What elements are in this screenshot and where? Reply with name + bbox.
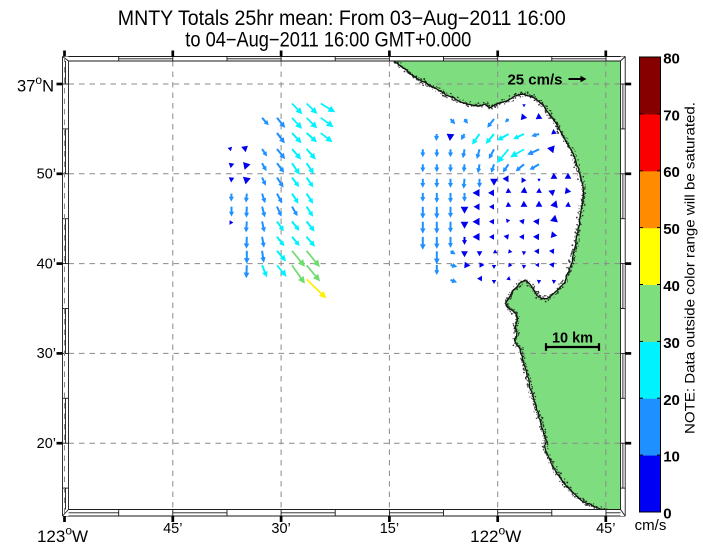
svg-text:60: 60 bbox=[663, 164, 680, 181]
svg-text:70: 70 bbox=[663, 107, 680, 124]
svg-text:20’: 20’ bbox=[37, 436, 56, 452]
svg-text:10: 10 bbox=[663, 449, 680, 466]
svg-text:30: 30 bbox=[663, 335, 680, 352]
svg-text:cm/s: cm/s bbox=[635, 517, 667, 534]
svg-text:MNTY Totals 25hr mean: From 03: MNTY Totals 25hr mean: From 03−Aug−2011 … bbox=[118, 7, 566, 30]
svg-text:50’: 50’ bbox=[37, 167, 56, 183]
svg-text:122oW: 122oW bbox=[470, 524, 521, 547]
svg-text:25 cm/s: 25 cm/s bbox=[507, 71, 562, 88]
svg-text:30’: 30’ bbox=[37, 346, 56, 362]
svg-text:40’: 40’ bbox=[37, 256, 56, 272]
svg-text:to 04−Aug−2011 16:00 GMT+0.000: to 04−Aug−2011 16:00 GMT+0.000 bbox=[185, 29, 471, 52]
svg-text:15’: 15’ bbox=[380, 521, 399, 537]
svg-text:45’: 45’ bbox=[596, 521, 615, 537]
svg-text:20: 20 bbox=[663, 392, 680, 409]
svg-text:30’: 30’ bbox=[271, 521, 290, 537]
svg-text:40: 40 bbox=[663, 278, 680, 295]
svg-text:10 km: 10 km bbox=[552, 330, 593, 346]
svg-text:NOTE: Data outside color range: NOTE: Data outside color range will be s… bbox=[682, 102, 698, 434]
svg-text:123oW: 123oW bbox=[37, 524, 88, 547]
svg-text:45’: 45’ bbox=[163, 521, 182, 537]
svg-text:80: 80 bbox=[663, 51, 680, 68]
svg-text:50: 50 bbox=[663, 221, 680, 238]
